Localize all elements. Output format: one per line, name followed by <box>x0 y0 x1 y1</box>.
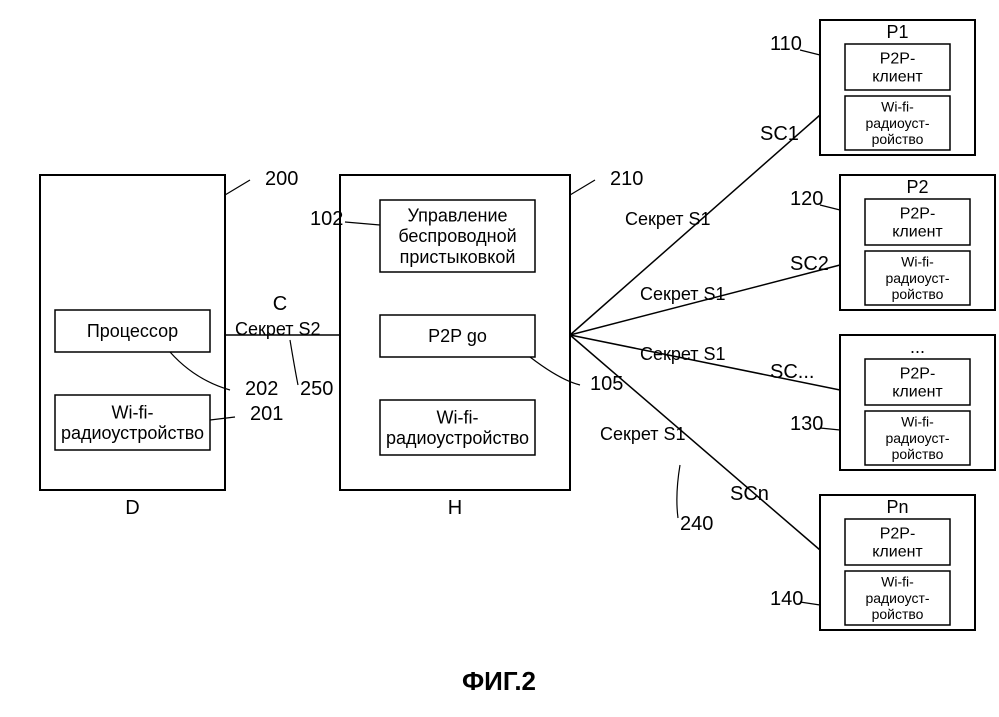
peripheral-2-wifi-text-line-1: радиоуст- <box>885 430 949 446</box>
H-block-p2pgo-lead <box>530 357 580 385</box>
H-block-p2pgo-text-line-0: P2P go <box>428 326 487 346</box>
peripheral-2-title: ... <box>910 337 925 357</box>
hp-secret-1: Секрет S1 <box>640 284 726 304</box>
D-block-wifi-text-line-0: Wi-fi- <box>112 402 154 422</box>
hp-secret-3: Секрет S1 <box>600 424 686 444</box>
peripheral-2-num: 130 <box>790 413 823 435</box>
D-title: D <box>125 497 139 519</box>
hp-secret-0: Секрет S1 <box>625 209 711 229</box>
peripheral-0-p2p-text-line-1: клиент <box>872 69 923 86</box>
hp-label-3: SCn <box>730 483 769 505</box>
H-num: 210 <box>610 168 643 190</box>
D-block-processor-lead <box>170 352 230 390</box>
peripheral-3-num: 140 <box>770 588 803 610</box>
peripheral-0-title: P1 <box>886 22 908 42</box>
peripheral-0-wifi-text-line-0: Wi-fi- <box>881 99 914 115</box>
peripheral-1-p2p-text-line-0: P2P- <box>900 205 936 222</box>
H-block-docking-text-line-2: пристыковкой <box>400 247 516 267</box>
hp-secret-2: Секрет S1 <box>640 344 726 364</box>
H-block-docking-lead <box>345 222 380 225</box>
peripheral-2-wifi-text-line-2: ройство <box>892 446 944 462</box>
H-block-docking-text-line-1: беспроводной <box>398 226 516 246</box>
H-block-p2pgo-num: 105 <box>590 373 623 395</box>
peripheral-2-p2p-text-line-1: клиент <box>892 384 943 401</box>
peripheral-0-num: 110 <box>770 33 802 55</box>
D-block-wifi-lead <box>210 417 235 420</box>
peripheral-3-p2p-text-line-1: клиент <box>872 544 923 561</box>
H-block-docking-num: 102 <box>310 208 343 230</box>
peripheral-3-wifi-text-line-1: радиоуст- <box>865 590 929 606</box>
peripheral-0-p2p-text-line-0: P2P- <box>880 50 916 67</box>
peripheral-0-lead <box>800 50 820 55</box>
peripheral-3-wifi-text-line-2: ройство <box>872 606 924 622</box>
hp-label-1: SC2 <box>790 253 829 275</box>
peripheral-1-title: P2 <box>906 177 928 197</box>
H-lead <box>570 180 595 195</box>
hp-label-2: SC... <box>770 361 814 383</box>
dh-num: 250 <box>300 378 333 400</box>
peripheral-3-wifi-text-line-0: Wi-fi- <box>881 574 914 590</box>
peripheral-2-wifi-text-line-0: Wi-fi- <box>901 414 934 430</box>
dh-num-lead <box>290 340 298 385</box>
D-block-wifi-text-line-1: радиоустройство <box>61 423 204 443</box>
H-block-docking-text-line-0: Управление <box>407 206 507 226</box>
peripheral-3-title: Pn <box>886 497 908 517</box>
D-lead <box>225 180 250 195</box>
D-block-processor-text-line-0: Процессор <box>87 321 178 341</box>
H-title: H <box>448 497 462 519</box>
peripheral-1-wifi-text-line-0: Wi-fi- <box>901 254 934 270</box>
dh-secret: Секрет S2 <box>235 319 321 339</box>
hp-label-0: SC1 <box>760 123 799 145</box>
D-block-wifi-num: 201 <box>250 403 283 425</box>
hp-num-3: 240 <box>680 513 713 535</box>
hp-num-lead-3 <box>677 465 680 518</box>
peripheral-1-wifi-text-line-1: радиоуст- <box>885 270 949 286</box>
peripheral-0-wifi-text-line-2: ройство <box>872 131 924 147</box>
peripheral-1-num: 120 <box>790 188 823 210</box>
D-block-processor-num: 202 <box>245 378 278 400</box>
H-block-wifi-text-line-0: Wi-fi- <box>437 407 479 427</box>
peripheral-1-p2p-text-line-1: клиент <box>892 224 943 241</box>
peripheral-3-p2p-text-line-0: P2P- <box>880 525 916 542</box>
dh-label-c: C <box>273 293 287 315</box>
H-block-wifi-text-line-1: радиоустройство <box>386 428 529 448</box>
peripheral-2-p2p-text-line-0: P2P- <box>900 365 936 382</box>
figure-label: ФИГ.2 <box>462 666 536 696</box>
peripheral-1-wifi-text-line-2: ройство <box>892 286 944 302</box>
peripheral-0-wifi-text-line-1: радиоуст- <box>865 115 929 131</box>
D-num: 200 <box>265 168 298 190</box>
